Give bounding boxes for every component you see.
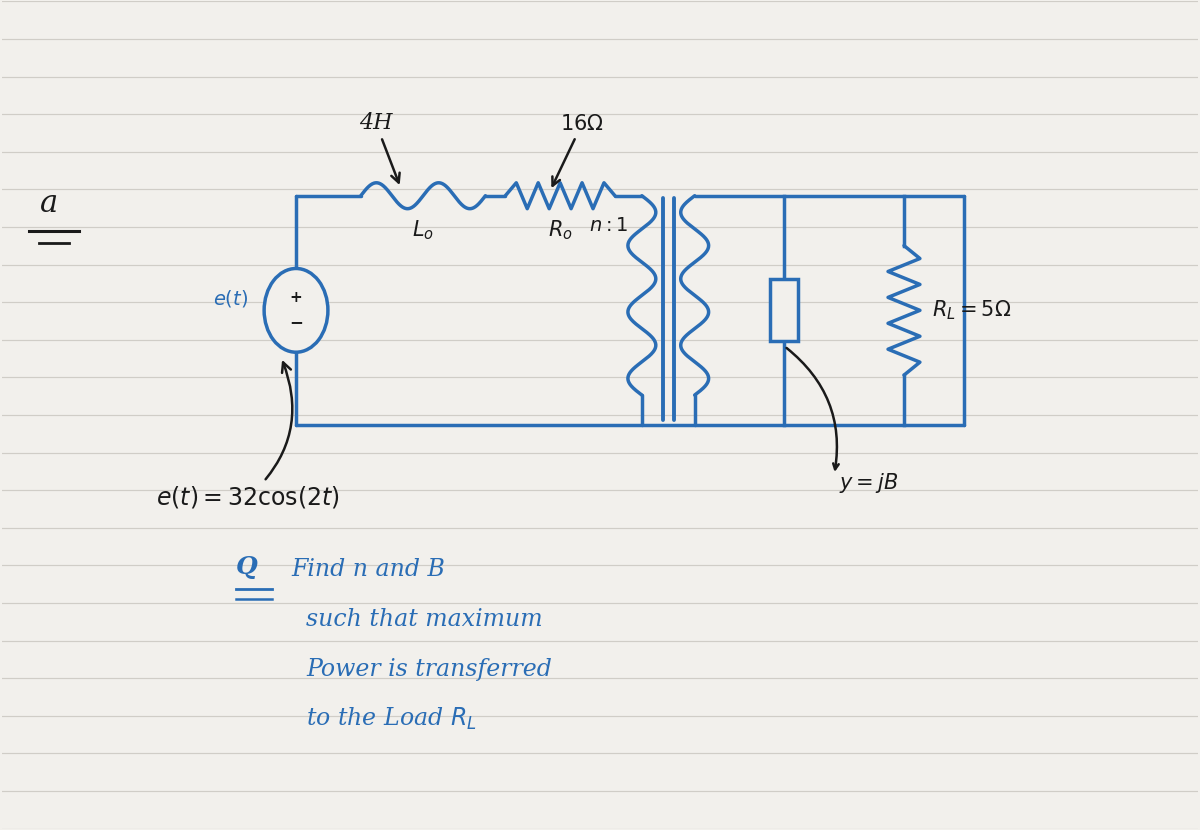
Ellipse shape <box>264 268 328 352</box>
Text: 4H: 4H <box>359 112 400 183</box>
Text: +: + <box>289 290 302 305</box>
Text: $R_o$: $R_o$ <box>547 219 572 242</box>
Text: $n{:}1$: $n{:}1$ <box>589 217 628 235</box>
Text: $16\Omega$: $16\Omega$ <box>552 114 604 186</box>
Text: Find n and B: Find n and B <box>292 558 445 581</box>
Bar <box>770 280 798 341</box>
Text: −: − <box>289 313 302 331</box>
Text: such that maximum: such that maximum <box>306 608 542 631</box>
Text: Power is transferred: Power is transferred <box>306 657 552 681</box>
Text: to the Load $R_L$: to the Load $R_L$ <box>306 706 476 732</box>
Text: $e(t)$: $e(t)$ <box>212 288 248 309</box>
Text: $L_o$: $L_o$ <box>412 219 433 242</box>
Text: $y = jB$: $y = jB$ <box>839 471 899 495</box>
Text: a: a <box>40 188 58 219</box>
Text: Q: Q <box>236 555 258 579</box>
Text: $R_L= 5\Omega$: $R_L= 5\Omega$ <box>932 299 1012 322</box>
Text: $e(t) = 32\cos(2t)$: $e(t) = 32\cos(2t)$ <box>156 363 340 510</box>
